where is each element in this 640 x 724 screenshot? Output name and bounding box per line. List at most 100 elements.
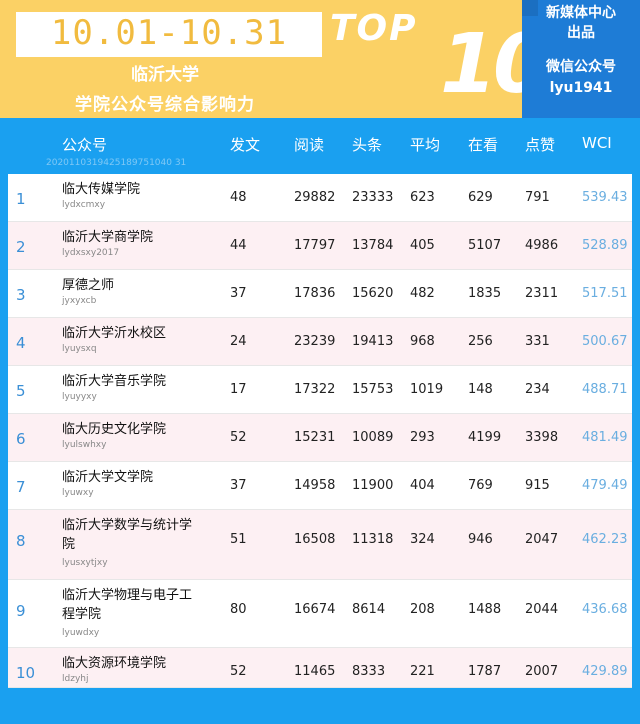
cell-headline-reads: 15620 bbox=[352, 286, 394, 301]
cell-posts: 52 bbox=[230, 430, 247, 445]
cell-watching: 4199 bbox=[468, 430, 502, 445]
account-name: 临沂大学沂水校区 bbox=[62, 326, 167, 341]
account-id: lyulswhxy bbox=[62, 440, 107, 450]
cell-headline-reads: 11318 bbox=[352, 532, 394, 547]
col-header-account: 公众号 bbox=[62, 136, 108, 154]
header-banner: 10.01-10.31 临沂大学 学院公众号综合影响力 TOP 10 新媒体中心… bbox=[0, 0, 640, 118]
table-row: 6 临大历史文化学院 lyulswhxy 52 15231 10089 293 4199 339… bbox=[8, 414, 632, 462]
cell-reads: 17836 bbox=[294, 286, 336, 301]
cell-average-reads: 405 bbox=[410, 238, 435, 253]
table-row: 5 临沂大学音乐学院 lyuyyxy 17 17322 15753 1019 148 234 48… bbox=[8, 366, 632, 414]
account-name: 厚德之师 bbox=[62, 278, 115, 293]
cell-posts: 24 bbox=[230, 334, 247, 349]
cell-wci: 500.67 bbox=[582, 334, 628, 349]
account-id: lydxsxy2017 bbox=[62, 248, 120, 258]
cell-wci: 429.89 bbox=[582, 664, 628, 679]
cell-average-reads: 623 bbox=[410, 190, 435, 205]
account-name: 临沂大学文学院 bbox=[62, 470, 154, 485]
cell-reads: 17797 bbox=[294, 238, 336, 253]
date-box: 10.01-10.31 bbox=[16, 12, 322, 54]
col-header-watching: 在看 bbox=[468, 136, 499, 154]
cell-average-reads: 404 bbox=[410, 478, 435, 493]
date-range: 10.01-10.31 bbox=[50, 13, 288, 53]
col-header-posts: 发文 bbox=[230, 136, 261, 154]
rank-number: 8 bbox=[16, 532, 26, 550]
cell-average-reads: 324 bbox=[410, 532, 435, 547]
cell-headline-reads: 10089 bbox=[352, 430, 394, 445]
rank-number: 6 bbox=[16, 430, 26, 448]
account-id: lyuysxq bbox=[62, 344, 97, 354]
top-label: TOP bbox=[330, 8, 418, 49]
cell-likes: 2311 bbox=[525, 286, 559, 301]
cell-posts: 37 bbox=[230, 286, 247, 301]
cell-headline-reads: 11900 bbox=[352, 478, 394, 493]
cell-wci: 479.49 bbox=[582, 478, 628, 493]
row-divider bbox=[8, 461, 632, 462]
cell-likes: 2007 bbox=[525, 664, 559, 679]
cell-likes: 4986 bbox=[525, 238, 559, 253]
rank-number: 10 bbox=[16, 664, 36, 682]
cell-wci: 436.68 bbox=[582, 602, 628, 617]
col-header-average: 平均 bbox=[410, 136, 441, 154]
table-row: 2 临沂大学商学院 lydxsxy2017 44 17797 13784 405 5107 49… bbox=[8, 222, 632, 270]
account-name: 临大历史文化学院 bbox=[62, 422, 167, 437]
cell-average-reads: 1019 bbox=[410, 382, 444, 397]
rank-number: 2 bbox=[16, 238, 26, 256]
cell-likes: 234 bbox=[525, 382, 550, 397]
cell-average-reads: 293 bbox=[410, 430, 435, 445]
account-id: ldzyhj bbox=[62, 674, 89, 684]
cell-wci: 462.23 bbox=[582, 532, 628, 547]
col-header-likes: 点赞 bbox=[525, 136, 556, 154]
cell-watching: 946 bbox=[468, 532, 493, 547]
rank-number: 7 bbox=[16, 478, 26, 496]
cell-average-reads: 968 bbox=[410, 334, 435, 349]
cell-likes: 331 bbox=[525, 334, 550, 349]
cell-reads: 14958 bbox=[294, 478, 336, 493]
cell-reads: 16508 bbox=[294, 532, 336, 547]
cell-headline-reads: 13784 bbox=[352, 238, 394, 253]
cell-reads: 23239 bbox=[294, 334, 336, 349]
cell-posts: 48 bbox=[230, 190, 247, 205]
row-divider bbox=[8, 269, 632, 270]
table-row: 7 临沂大学文学院 lyuwxy 37 14958 11900 404 769 915 479.4… bbox=[8, 462, 632, 510]
cell-reads: 15231 bbox=[294, 430, 336, 445]
brand-line-1: 新媒体中心 bbox=[546, 5, 616, 21]
table-row: 3 厚德之师 jyxyxcb 37 17836 15620 482 1835 2311 517.5… bbox=[8, 270, 632, 318]
cell-likes: 915 bbox=[525, 478, 550, 493]
cell-watching: 1488 bbox=[468, 602, 502, 617]
cell-watching: 148 bbox=[468, 382, 493, 397]
cell-watching: 256 bbox=[468, 334, 493, 349]
cell-likes: 3398 bbox=[525, 430, 559, 445]
cell-wci: 481.49 bbox=[582, 430, 628, 445]
row-divider bbox=[8, 579, 632, 580]
row-divider bbox=[8, 365, 632, 366]
row-divider bbox=[8, 647, 632, 648]
table-row: 1 临大传媒学院 lydxcmxy 48 29882 23333 623 629 791 539.… bbox=[8, 174, 632, 222]
cell-posts: 37 bbox=[230, 478, 247, 493]
account-name: 临沂大学商学院 bbox=[62, 230, 154, 245]
brand-line-4: lyu1941 bbox=[549, 80, 613, 96]
table-row: 9 临沂大学物理与电子工程学院 lyuwdxy 80 16674 8614 208 1488 2… bbox=[8, 580, 632, 648]
rank-number: 4 bbox=[16, 334, 26, 352]
table-header: 公众号 发文 阅读 头条 平均 在看 点赞 WCI 20201103194251… bbox=[8, 124, 632, 174]
col-header-reads: 阅读 bbox=[294, 136, 325, 154]
table-row: 8 临沂大学数学与统计学院 lyusxytjxy 51 16508 11318 324 946… bbox=[8, 510, 632, 580]
cell-reads: 16674 bbox=[294, 602, 336, 617]
brand-box: 新媒体中心 出品 微信公众号 lyu1941 bbox=[522, 0, 640, 118]
brand-line-2: 出品 bbox=[567, 25, 595, 41]
cell-headline-reads: 8333 bbox=[352, 664, 386, 679]
cell-watching: 5107 bbox=[468, 238, 502, 253]
account-id: lydxcmxy bbox=[62, 200, 106, 210]
cell-posts: 80 bbox=[230, 602, 247, 617]
cell-reads: 11465 bbox=[294, 664, 336, 679]
account-name: 临沂大学物理与电子工程学院 bbox=[62, 588, 193, 622]
account-id: lyuyyxy bbox=[62, 392, 97, 402]
row-divider bbox=[8, 687, 632, 688]
account-name: 临沂大学数学与统计学院 bbox=[62, 518, 193, 552]
account-id: jyxyxcb bbox=[62, 296, 97, 306]
ranking-subtitle: 学院公众号综合影响力 bbox=[75, 95, 255, 115]
account-id: lyusxytjxy bbox=[62, 558, 108, 568]
date-underline bbox=[16, 54, 322, 57]
row-divider bbox=[8, 317, 632, 318]
cell-posts: 52 bbox=[230, 664, 247, 679]
